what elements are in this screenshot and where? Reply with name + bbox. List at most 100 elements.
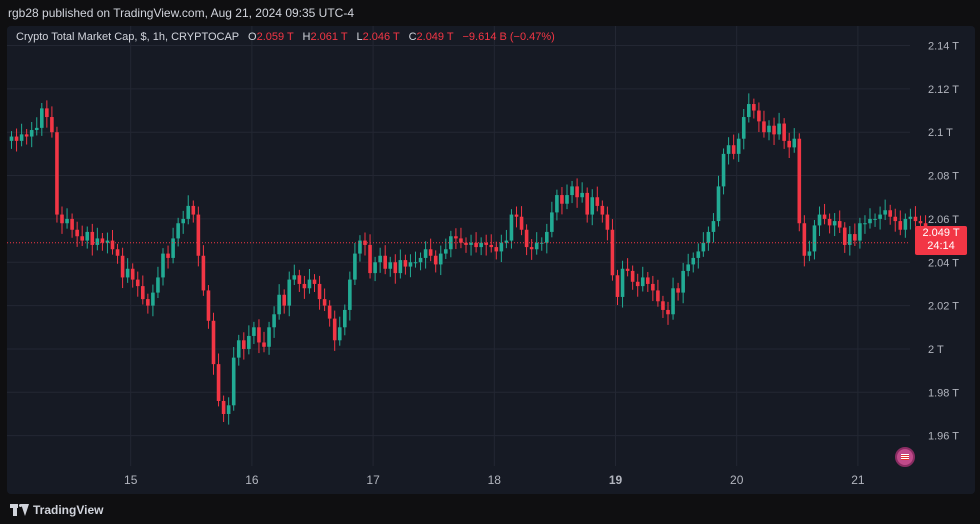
candle-body <box>14 136 19 141</box>
candle-body <box>216 364 221 401</box>
candle-body <box>454 236 458 239</box>
candle-body <box>726 145 731 154</box>
low-value: 2.046 T <box>362 31 400 43</box>
candle-body <box>716 186 721 222</box>
candle-body <box>863 223 867 225</box>
candle-body <box>337 327 342 341</box>
candle-body <box>272 314 276 328</box>
candle-body <box>822 214 827 219</box>
candle-body <box>171 238 175 258</box>
candle-body <box>524 229 529 248</box>
candle-body <box>176 223 180 239</box>
candle-body <box>913 216 918 222</box>
candle-body <box>671 288 675 315</box>
candle-body <box>646 277 650 284</box>
candle-body <box>615 275 620 297</box>
candle-body <box>918 221 923 224</box>
candle-body <box>479 242 483 248</box>
candle-body <box>484 242 488 245</box>
x-tick-label: 18 <box>488 473 502 487</box>
tradingview-logo[interactable]: TradingView <box>10 502 103 518</box>
candle-body <box>878 214 882 219</box>
candle-body <box>630 270 635 282</box>
candle-body <box>206 290 211 321</box>
candle-body <box>141 286 145 300</box>
candle-body <box>70 218 74 230</box>
candle-body <box>50 117 54 133</box>
candle-body <box>90 231 95 245</box>
candle-body <box>105 240 110 243</box>
candle-body <box>848 234 852 245</box>
candle-body <box>444 249 448 254</box>
candle-body <box>585 192 589 215</box>
candle-body <box>706 231 711 243</box>
y-tick-label: 2.02 T <box>928 301 959 313</box>
candle-body <box>837 221 842 228</box>
candle-body <box>681 270 685 293</box>
y-tick-label: 2 T <box>928 344 944 356</box>
published-info: rgb28 published on TradingView.com, Aug … <box>8 6 355 20</box>
grid <box>7 26 910 466</box>
chart-panel[interactable]: 2.14 T 2.12 T 2.1 T 2.08 T 2.06 T 2.04 T 2.02 … <box>7 26 975 494</box>
candles <box>7 93 928 425</box>
change-value: −9.614 B (−0.47%) <box>462 31 555 43</box>
candle-body <box>125 268 130 278</box>
x-tick-label: 15 <box>124 473 138 487</box>
candle-body <box>135 279 140 287</box>
candle-body <box>196 214 201 256</box>
candle-body <box>438 253 443 265</box>
y-tick-label: 2.1 T <box>928 127 953 139</box>
candle-body <box>812 225 817 252</box>
candle-body <box>772 125 776 135</box>
candle-body <box>842 227 847 245</box>
y-tick-label: 2.12 T <box>928 84 959 96</box>
candle-body <box>782 123 786 141</box>
candle-body <box>676 288 680 293</box>
y-tick-label: 2.14 T <box>928 41 959 53</box>
candle-body <box>262 342 266 347</box>
candle-body <box>504 240 509 243</box>
x-tick-label: 17 <box>366 473 380 487</box>
candle-body <box>65 218 69 224</box>
candle-body <box>34 127 39 131</box>
candle-body <box>656 290 660 302</box>
symbol-description[interactable]: Crypto Total Market Cap, $, 1h, CRYPTOCA… <box>16 31 239 43</box>
candle-body <box>428 249 433 256</box>
candle-body <box>332 318 337 341</box>
open-value: 2.059 T <box>256 31 294 43</box>
candle-body <box>741 117 746 139</box>
high-label: H <box>302 31 311 43</box>
candlestick-chart[interactable]: 2.14 T 2.12 T 2.1 T 2.08 T 2.06 T 2.04 T 2.02 … <box>7 26 975 494</box>
candle-body <box>620 268 625 297</box>
candle-body <box>787 140 791 148</box>
footer-bar: TradingView <box>0 496 980 524</box>
candle-body <box>600 205 605 215</box>
y-tick-label: 2.04 T <box>928 257 959 269</box>
candle-body <box>130 268 135 280</box>
candle-body <box>226 405 231 414</box>
candle-body <box>413 262 418 264</box>
candle-body <box>635 281 640 287</box>
candle-body <box>247 335 251 349</box>
candle-body <box>797 138 802 224</box>
candle-body <box>378 255 382 263</box>
candle-body <box>252 327 256 336</box>
candle-body <box>373 262 377 274</box>
us-flag-icon[interactable] <box>895 447 915 467</box>
candle-body <box>534 242 539 250</box>
candle-body <box>625 268 630 271</box>
close-value: 2.049 T <box>416 31 454 43</box>
candle-body <box>191 205 196 215</box>
candle-body <box>610 229 615 276</box>
candle-body <box>711 221 716 232</box>
candle-body <box>832 221 837 226</box>
y-tick-label: 2.06 T <box>928 214 959 226</box>
candle-body <box>792 138 797 148</box>
candle-body <box>166 253 170 258</box>
candle-body <box>388 262 393 269</box>
candle-body <box>640 277 645 287</box>
candle-body <box>883 210 887 215</box>
candle-body <box>666 309 670 315</box>
candle-body <box>868 218 872 224</box>
candle-body <box>368 244 372 274</box>
